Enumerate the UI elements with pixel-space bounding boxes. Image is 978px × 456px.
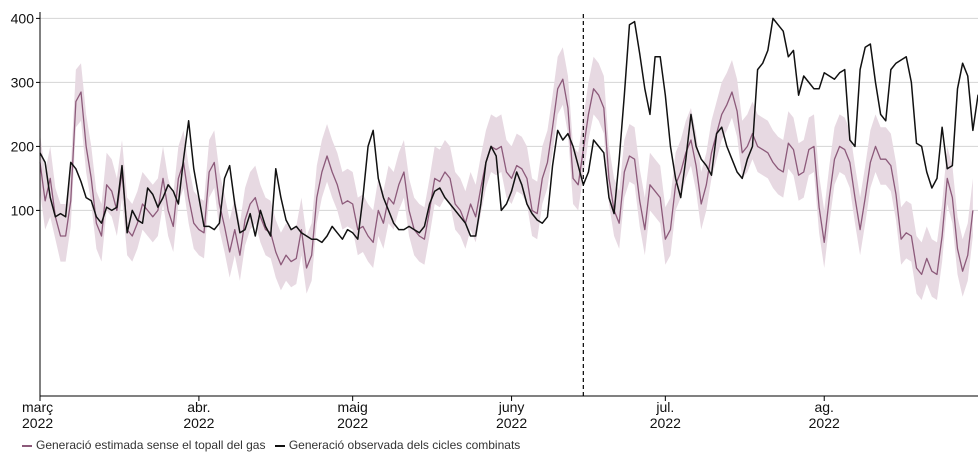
legend-swatch-observed bbox=[274, 444, 285, 447]
x-tick-label-year-0: 2022 bbox=[22, 415, 53, 431]
legend-label-estimated: Generació estimada sense el topall del g… bbox=[36, 438, 266, 452]
x-tick-label-year-3: 2022 bbox=[496, 415, 527, 431]
y-tick-label-100: 100 bbox=[11, 202, 35, 218]
axes bbox=[39, 12, 978, 397]
x-axis-ticks: març2022abr.2022maig2022juny2022jul.2022… bbox=[22, 396, 840, 431]
y-tick-label-300: 300 bbox=[11, 74, 35, 90]
confidence-band bbox=[40, 47, 973, 301]
legend-item-estimated: Generació estimada sense el topall del g… bbox=[22, 438, 269, 452]
legend-label-observed: Generació observada dels cicles combinat… bbox=[288, 438, 521, 452]
legend-swatch-estimated bbox=[22, 444, 32, 447]
x-tick-label-year-4: 2022 bbox=[650, 415, 681, 431]
x-tick-label-month-0: març bbox=[22, 399, 53, 415]
y-axis-ticks: 100 200 300 400 bbox=[11, 10, 40, 218]
x-tick-label-month-1: abr. bbox=[187, 399, 210, 415]
x-tick-label-year-2: 2022 bbox=[337, 415, 368, 431]
series-layer bbox=[39, 17, 978, 276]
confidence-band-layer bbox=[40, 47, 973, 301]
legend: Generació estimada sense el topall del g… bbox=[22, 438, 526, 452]
y-tick-label-200: 200 bbox=[11, 138, 35, 154]
series-line-estimated bbox=[39, 78, 974, 276]
x-tick-label-month-3: juny bbox=[498, 399, 525, 415]
x-tick-label-month-5: ag. bbox=[814, 399, 833, 415]
x-tick-label-year-1: 2022 bbox=[183, 415, 214, 431]
x-tick-label-year-5: 2022 bbox=[809, 415, 840, 431]
x-tick-label-month-2: maig bbox=[337, 399, 367, 415]
x-tick-label-month-4: jul. bbox=[655, 399, 674, 415]
y-tick-label-400: 400 bbox=[11, 10, 35, 26]
series-line-observed bbox=[39, 17, 978, 244]
legend-item-observed: Generació observada dels cicles combinat… bbox=[274, 438, 521, 452]
